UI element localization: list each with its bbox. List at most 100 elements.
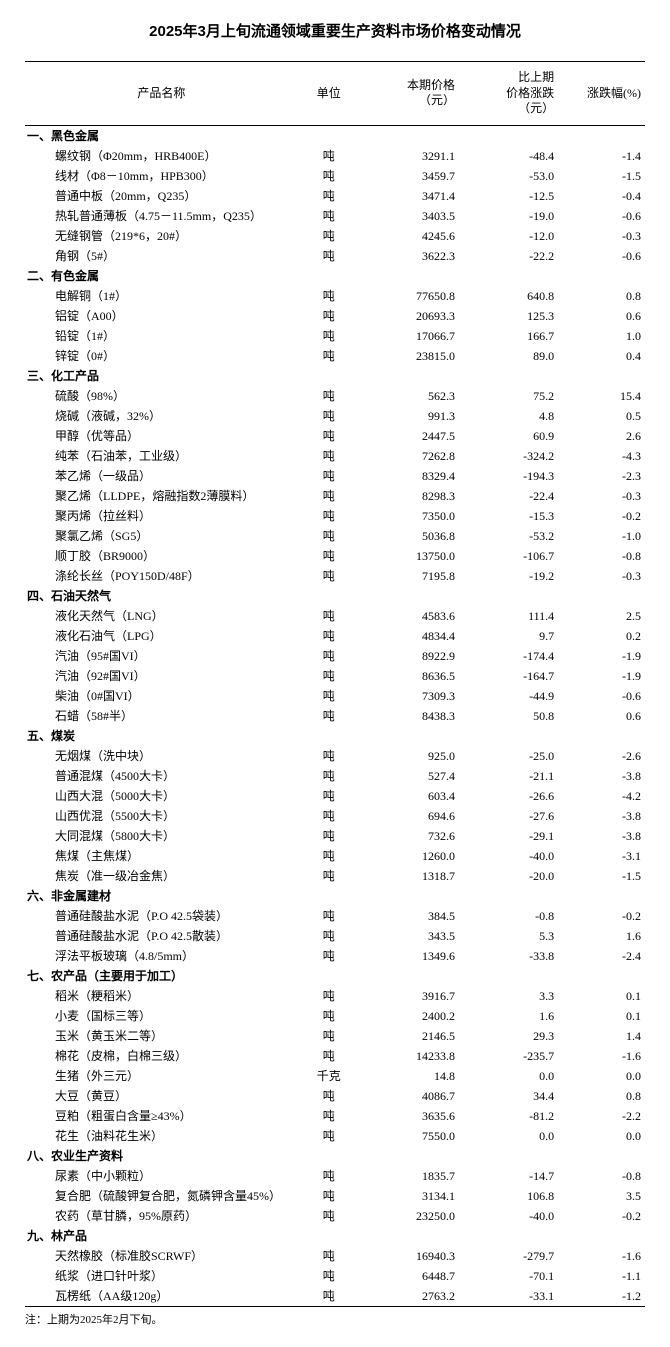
table-row: 聚氯乙烯（SG5）吨5036.8-53.2-1.0 [25,526,645,546]
product-unit: 吨 [298,186,360,206]
table-row: 尿素（中小颗粒）吨1835.7-14.7-0.8 [25,1166,645,1186]
product-unit: 吨 [298,226,360,246]
table-row: 山西优混（5500大卡）吨694.6-27.6-3.8 [25,806,645,826]
table-row: 石蜡（58#半）吨8438.350.80.6 [25,706,645,726]
product-price: 23815.0 [360,346,459,366]
product-name: 顺丁胶（BR9000） [25,546,298,566]
product-name: 天然橡胶（标准胶SCRWF） [25,1246,298,1266]
product-price: 6448.7 [360,1266,459,1286]
product-change: -22.4 [459,486,558,506]
product-price: 8922.9 [360,646,459,666]
footnote: 注：上期为2025年2月下旬。 [25,1311,645,1327]
product-name: 铅锭（1#） [25,326,298,346]
product-pct: -0.3 [558,566,645,586]
header-row: 产品名称 单位 本期价格（元） 比上期价格涨跌（元） 涨跌幅(%) [25,62,645,126]
product-pct: -0.8 [558,546,645,566]
product-unit: 吨 [298,406,360,426]
section-header: 四、石油天然气 [25,586,645,606]
product-pct: -1.5 [558,166,645,186]
product-price: 2146.5 [360,1026,459,1046]
product-pct: 0.8 [558,1086,645,1106]
product-unit: 吨 [298,346,360,366]
product-name: 生猪（外三元） [25,1066,298,1086]
product-change: -44.9 [459,686,558,706]
product-unit: 千克 [298,1066,360,1086]
product-name: 豆粕（粗蛋白含量≥43%） [25,1106,298,1126]
section-header: 一、黑色金属 [25,125,645,146]
product-change: 106.8 [459,1186,558,1206]
product-price: 7309.3 [360,686,459,706]
product-pct: 0.0 [558,1126,645,1146]
table-row: 烧碱（液碱，32%）吨991.34.80.5 [25,406,645,426]
product-change: 4.8 [459,406,558,426]
product-price: 732.6 [360,826,459,846]
product-pct: -0.2 [558,1206,645,1226]
product-price: 16940.3 [360,1246,459,1266]
product-change: -12.5 [459,186,558,206]
product-name: 无烟煤（洗中块） [25,746,298,766]
product-change: -14.7 [459,1166,558,1186]
section-label: 七、农产品（主要用于加工） [25,966,645,986]
product-change: 34.4 [459,1086,558,1106]
product-pct: -2.4 [558,946,645,966]
product-pct: 0.1 [558,986,645,1006]
product-name: 纸浆（进口针叶浆） [25,1266,298,1286]
product-change: -194.3 [459,466,558,486]
table-row: 浮法平板玻璃（4.8/5mm）吨1349.6-33.8-2.4 [25,946,645,966]
product-name: 山西大混（5000大卡） [25,786,298,806]
product-price: 8298.3 [360,486,459,506]
table-row: 大豆（黄豆）吨4086.734.40.8 [25,1086,645,1106]
product-change: 640.8 [459,286,558,306]
product-pct: -1.2 [558,1286,645,1307]
section-header: 五、煤炭 [25,726,645,746]
product-change: -27.6 [459,806,558,826]
product-price: 1260.0 [360,846,459,866]
product-unit: 吨 [298,206,360,226]
table-row: 螺纹钢（Φ20mm，HRB400E）吨3291.1-48.4-1.4 [25,146,645,166]
product-price: 23250.0 [360,1206,459,1226]
product-change: 125.3 [459,306,558,326]
product-pct: 0.5 [558,406,645,426]
product-unit: 吨 [298,166,360,186]
product-name: 汽油（92#国VI） [25,666,298,686]
product-change: -48.4 [459,146,558,166]
product-price: 3134.1 [360,1186,459,1206]
product-price: 3916.7 [360,986,459,1006]
product-name: 复合肥（硫酸钾复合肥，氮磷钾含量45%） [25,1186,298,1206]
product-price: 527.4 [360,766,459,786]
product-price: 7350.0 [360,506,459,526]
product-price: 991.3 [360,406,459,426]
product-price: 4245.6 [360,226,459,246]
product-unit: 吨 [298,826,360,846]
product-change: 5.3 [459,926,558,946]
table-row: 纯苯（石油苯，工业级）吨7262.8-324.2-4.3 [25,446,645,466]
table-row: 焦炭（准一级冶金焦）吨1318.7-20.0-1.5 [25,866,645,886]
product-change: -40.0 [459,846,558,866]
product-unit: 吨 [298,1266,360,1286]
product-change: -174.4 [459,646,558,666]
product-pct: -0.2 [558,506,645,526]
product-unit: 吨 [298,1286,360,1307]
product-unit: 吨 [298,386,360,406]
product-change: 166.7 [459,326,558,346]
product-pct: 2.5 [558,606,645,626]
product-unit: 吨 [298,806,360,826]
product-pct: 0.8 [558,286,645,306]
section-header: 三、化工产品 [25,366,645,386]
page-title: 2025年3月上旬流通领域重要生产资料市场价格变动情况 [25,20,645,41]
product-pct: -0.3 [558,226,645,246]
product-unit: 吨 [298,526,360,546]
product-pct: 0.0 [558,1066,645,1086]
product-name: 玉米（黄玉米二等） [25,1026,298,1046]
product-unit: 吨 [298,1006,360,1026]
product-change: 9.7 [459,626,558,646]
product-name: 普通中板（20mm，Q235） [25,186,298,206]
product-unit: 吨 [298,786,360,806]
product-price: 7195.8 [360,566,459,586]
product-pct: 15.4 [558,386,645,406]
product-name: 浮法平板玻璃（4.8/5mm） [25,946,298,966]
product-unit: 吨 [298,866,360,886]
table-row: 瓦楞纸（AA级120g）吨2763.2-33.1-1.2 [25,1286,645,1307]
product-change: -22.2 [459,246,558,266]
product-pct: 1.4 [558,1026,645,1046]
